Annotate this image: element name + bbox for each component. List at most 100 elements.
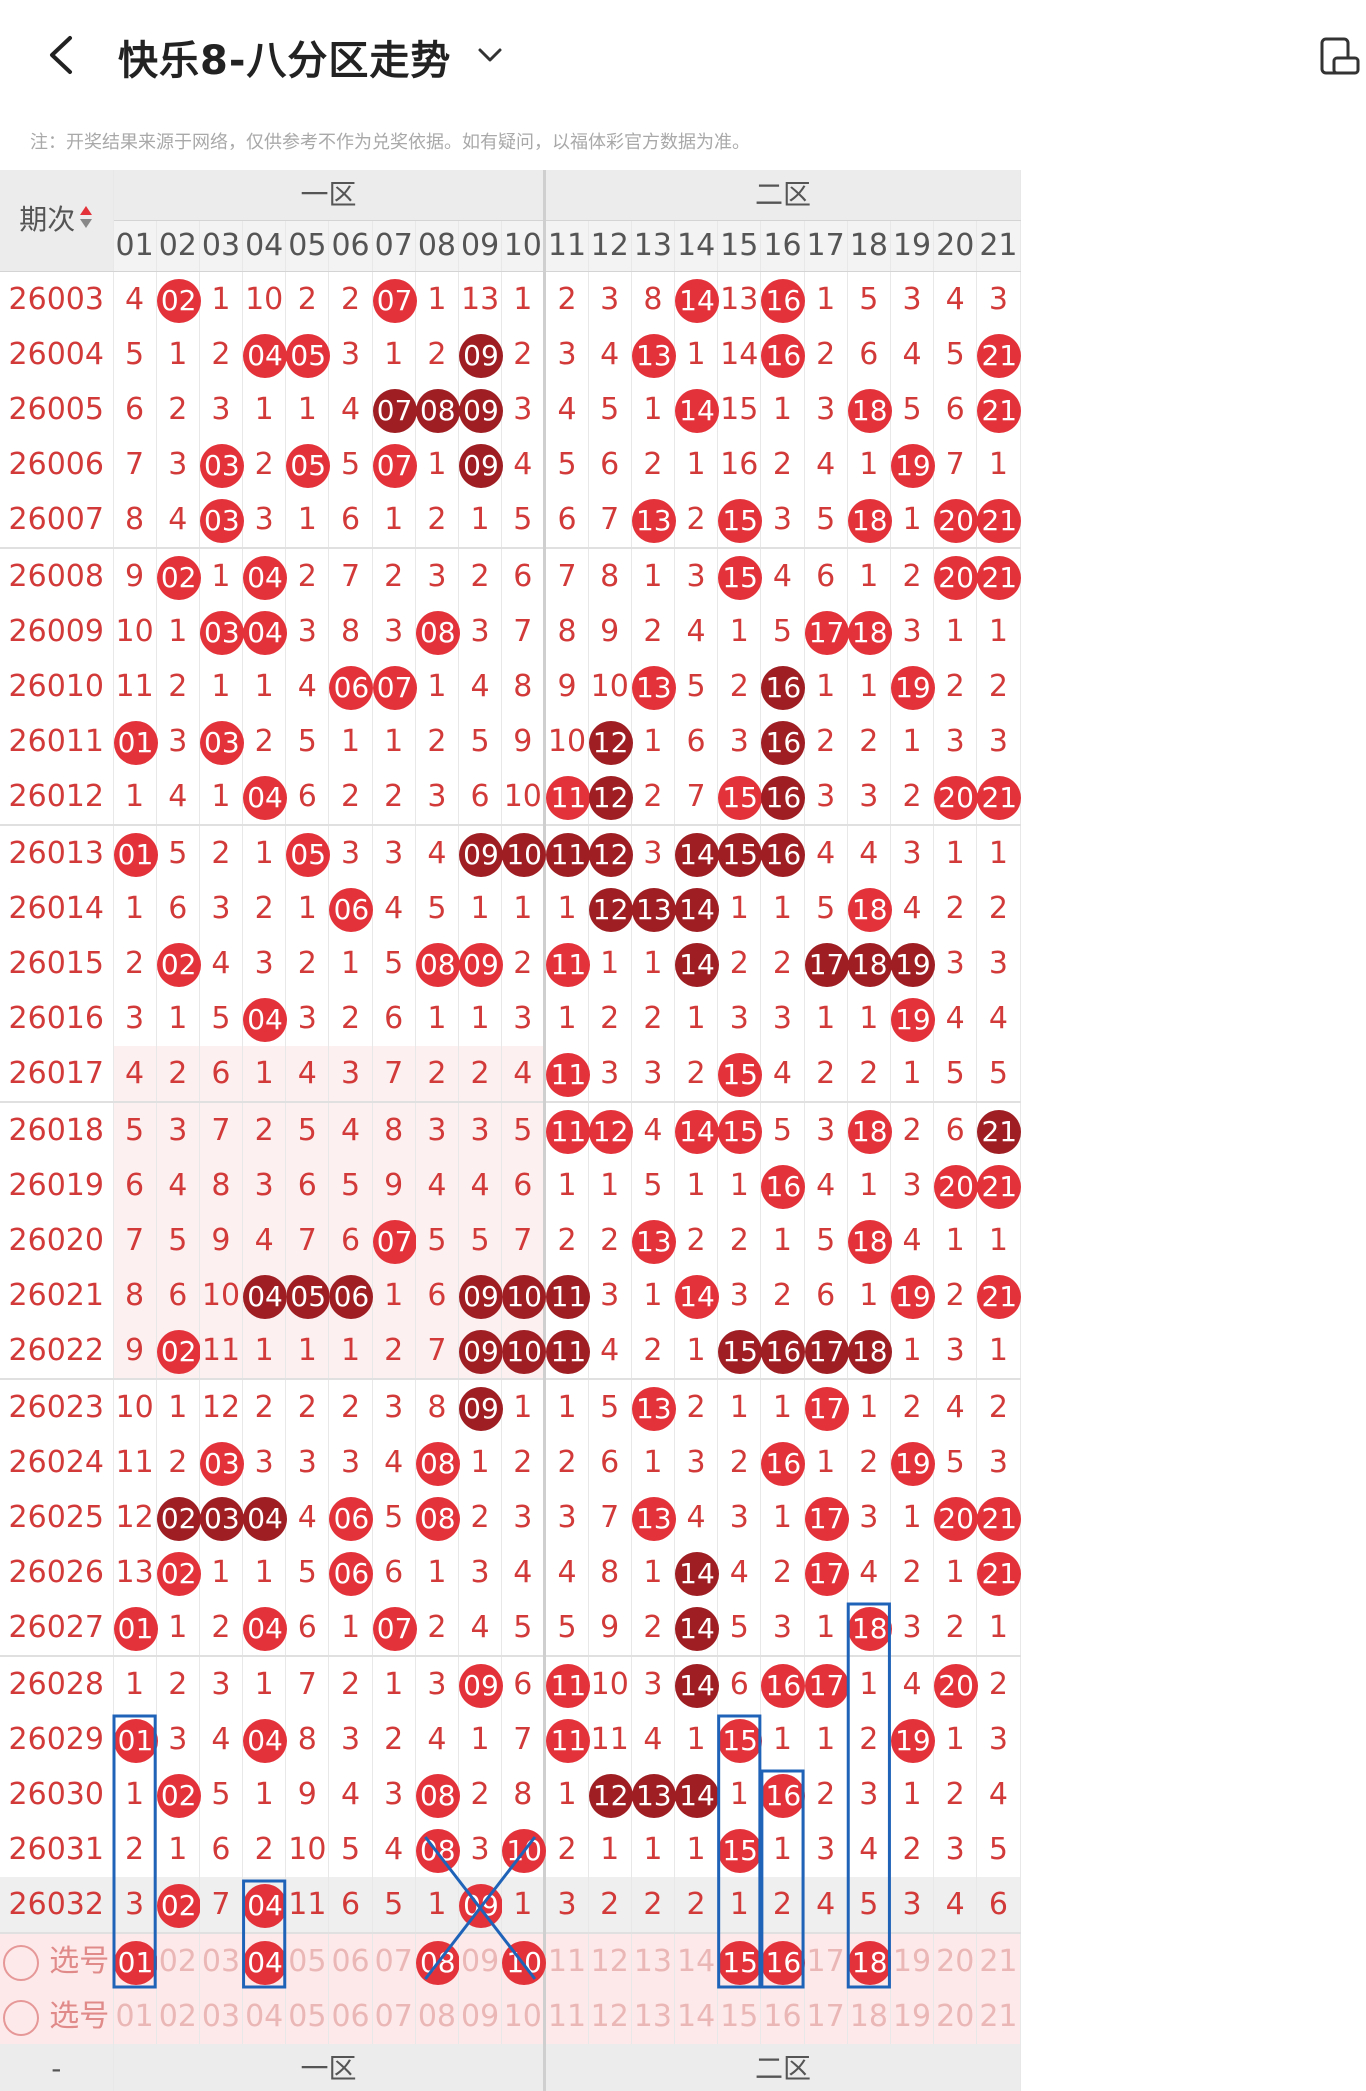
number-cell[interactable]: 03 [199,1435,244,1490]
number-cell[interactable]: 8 [199,1158,244,1213]
number-cell[interactable]: 1 [804,271,848,327]
number-cell[interactable]: 3 [156,1102,200,1158]
number-cell[interactable]: 5 [847,1877,891,1934]
number-cell[interactable]: 3 [631,1046,675,1103]
number-cell[interactable]: 3 [847,1490,891,1545]
number-cell[interactable]: 11 [544,1268,591,1323]
number-cell[interactable]: 2 [760,1545,805,1600]
number-cell[interactable]: 01 [113,714,158,769]
number-cell[interactable]: 13 [631,881,676,936]
number-cell[interactable]: 1 [544,1767,589,1822]
number-cell[interactable]: 3 [501,1490,547,1545]
number-cell[interactable]: 10 [199,1268,244,1323]
number-cell[interactable]: 14 [674,1656,719,1712]
page-title[interactable]: 快乐8-八分区走势 [118,38,452,84]
number-cell[interactable]: 5 [501,1102,547,1158]
number-cell[interactable]: 6 [285,769,330,826]
number-cell[interactable]: 15 [717,1102,763,1158]
number-cell[interactable]: 04 [242,769,288,826]
number-cell[interactable]: 13 [113,1545,157,1600]
number-cell[interactable]: 14 [674,382,719,437]
number-cell[interactable]: 14 [717,327,762,382]
number-cell[interactable]: 3 [760,492,805,549]
number-cell[interactable]: 18 [847,492,892,549]
number-cell[interactable]: 13 [631,659,676,714]
number-cell[interactable]: 1 [242,1323,287,1380]
number-cell[interactable]: 2 [631,1877,675,1934]
number-cell[interactable]: 18 [847,604,892,659]
number-cell[interactable]: 12 [588,714,633,769]
number-cell[interactable]: 4 [113,271,157,327]
number-cell[interactable]: 6 [674,714,719,769]
number-cell[interactable]: 11 [544,825,591,881]
select-number[interactable]: 04 [242,1933,288,1989]
number-cell[interactable]: 1 [242,382,287,437]
number-cell[interactable]: 3 [199,382,244,437]
number-cell[interactable]: 1 [372,492,416,549]
number-cell[interactable]: 7 [199,1102,244,1158]
number-cell[interactable]: 13 [458,271,503,327]
number-cell[interactable]: 03 [199,492,244,549]
number-cell[interactable]: 16 [760,825,806,881]
number-cell[interactable]: 04 [242,1600,288,1657]
select-number[interactable]: 02 [156,1933,200,1989]
number-cell[interactable]: 2 [113,936,157,991]
number-cell[interactable]: 2 [847,714,891,769]
number-cell[interactable]: 5 [372,1877,416,1934]
number-cell[interactable]: 5 [199,1767,244,1822]
number-cell[interactable]: 1 [804,991,848,1046]
number-cell[interactable]: 18 [847,1102,892,1158]
number-cell[interactable]: 6 [804,1268,848,1323]
number-cell[interactable]: 1 [458,492,503,549]
number-cell[interactable]: 10 [501,1268,547,1323]
number-cell[interactable]: 3 [285,991,330,1046]
number-cell[interactable]: 1 [847,437,891,492]
number-cell[interactable]: 19 [890,1268,935,1323]
number-cell[interactable]: 9 [372,1158,416,1213]
number-cell[interactable]: 3 [113,1877,157,1934]
number-cell[interactable]: 3 [933,714,978,769]
number-cell[interactable]: 3 [285,604,330,659]
number-cell[interactable]: 21 [976,1102,1022,1158]
number-cell[interactable]: 11 [544,769,591,826]
number-cell[interactable]: 4 [588,327,632,382]
number-cell[interactable]: 1 [674,1712,719,1767]
number-cell[interactable]: 4 [156,1158,200,1213]
select-row-label[interactable]: 选号 [0,1933,114,1989]
number-cell[interactable]: 5 [415,1213,460,1268]
number-cell[interactable]: 1 [976,1600,1021,1657]
number-cell[interactable]: 2 [501,327,547,382]
select-number[interactable]: 11 [544,1933,589,1989]
number-cell[interactable]: 1 [156,604,200,659]
number-cell[interactable]: 2 [372,548,416,604]
number-cell[interactable]: 1 [328,936,373,991]
number-cell[interactable]: 09 [458,382,503,437]
number-cell[interactable]: 5 [501,1600,547,1657]
number-cell[interactable]: 1 [847,1656,891,1712]
number-cell[interactable]: 02 [156,1767,201,1822]
number-cell[interactable]: 09 [458,1877,503,1934]
number-cell[interactable]: 4 [804,1877,848,1934]
number-cell[interactable]: 4 [804,437,848,492]
number-cell[interactable]: 2 [501,1435,547,1490]
number-cell[interactable]: 20 [933,548,979,604]
select-number[interactable]: 21 [976,1989,1021,2044]
number-cell[interactable]: 21 [976,1490,1022,1545]
number-cell[interactable]: 02 [156,548,201,604]
number-cell[interactable]: 15 [717,1712,763,1767]
number-cell[interactable]: 1 [372,1268,416,1323]
select-number[interactable]: 16 [760,1933,806,1989]
number-cell[interactable]: 4 [372,881,416,936]
number-cell[interactable]: 4 [674,1490,719,1545]
number-cell[interactable]: 1 [847,1379,891,1435]
number-cell[interactable]: 10 [242,271,287,327]
number-cell[interactable]: 04 [242,1268,288,1323]
number-cell[interactable]: 5 [501,492,547,549]
number-cell[interactable]: 05 [285,825,331,881]
number-cell[interactable]: 3 [328,1712,373,1767]
number-cell[interactable]: 08 [415,382,460,437]
number-cell[interactable]: 3 [890,604,935,659]
number-cell[interactable]: 3 [760,991,805,1046]
number-cell[interactable]: 6 [199,1046,244,1103]
number-cell[interactable]: 3 [328,327,373,382]
